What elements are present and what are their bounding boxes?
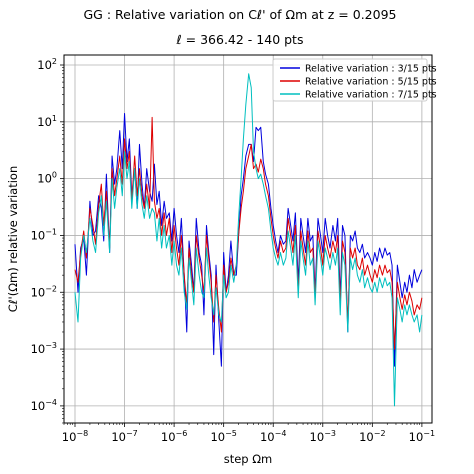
y-tick-label: 10−3 (31, 341, 57, 356)
x-tick-exponent: −7 (126, 429, 138, 438)
legend-label-2: Relative variation : 5/15 pts (305, 77, 437, 88)
y-tick-base: 10 (31, 228, 46, 242)
x-tick-base: 10 (409, 430, 424, 444)
x-tick-base: 10 (161, 430, 176, 444)
y-tick-label: 100 (37, 171, 57, 186)
x-tick-base: 10 (210, 430, 225, 444)
x-tick-label: 10−7 (111, 429, 137, 444)
x-tick-label: 10−5 (210, 429, 236, 444)
x-tick-label: 10−1 (409, 429, 435, 444)
x-tick-label: 10−4 (260, 429, 286, 444)
legend: Relative variation : 3/15 pts Relative va… (272, 58, 437, 102)
y-tick-label: 10−1 (31, 227, 57, 242)
x-tick-exponent: −2 (374, 429, 386, 438)
y-tick-exponent: −3 (45, 341, 57, 350)
y-tick-label: 10−2 (31, 284, 57, 299)
y-tick-base: 10 (37, 172, 52, 186)
x-tick-label: 10−3 (310, 429, 336, 444)
legend-items: Relative variation : 3/15 pts Relative va… (280, 64, 437, 101)
x-tick-exponent: −8 (76, 429, 88, 438)
x-tick-base: 10 (62, 430, 77, 444)
y-tick-label: 101 (37, 114, 57, 129)
y-tick-label: 10−4 (31, 398, 57, 413)
y-tick-base: 10 (31, 285, 46, 299)
y-tick-exponent: 1 (52, 114, 57, 123)
chart-subtitle: ℓ = 366.42 - 140 pts (176, 32, 304, 47)
y-axis-label: Cℓ'(Ωm) relative variation (6, 166, 20, 312)
plot-frame (63, 54, 433, 424)
x-axis-label: step Ωm (224, 452, 273, 466)
legend-box (272, 58, 428, 102)
y-tick-base: 10 (31, 399, 46, 413)
plot-lines (74, 73, 423, 407)
legend-label-1: Relative variation : 3/15 pts (305, 64, 437, 75)
x-tick-exponent: −1 (423, 429, 435, 438)
x-tick-label: 10−2 (359, 429, 385, 444)
x-tick-exponent: −6 (176, 429, 188, 438)
y-tick-label: 102 (37, 57, 57, 72)
x-tick-base: 10 (260, 430, 275, 444)
grid (64, 55, 432, 423)
x-tick-exponent: −3 (324, 429, 336, 438)
series-line-2 (74, 116, 423, 350)
y-tick-base: 10 (31, 342, 46, 356)
chart-title: GG : Relative variation on Cℓ' of Ωm at … (84, 7, 397, 22)
x-axis-ticks: 10−8 10−7 10−6 10−5 10−4 10−3 10−2 10−1 (62, 423, 435, 444)
y-tick-base: 10 (37, 58, 52, 72)
x-tick-base: 10 (310, 430, 325, 444)
x-tick-label: 10−6 (161, 429, 187, 444)
y-tick-exponent: −1 (45, 227, 57, 236)
x-tick-base: 10 (359, 430, 374, 444)
x-tick-exponent: −4 (275, 429, 287, 438)
y-tick-exponent: −4 (45, 398, 57, 407)
x-tick-label: 10−8 (62, 429, 88, 444)
y-tick-base: 10 (37, 115, 52, 129)
series-layer (74, 73, 423, 407)
y-tick-exponent: −2 (45, 284, 57, 293)
x-tick-base: 10 (111, 430, 126, 444)
legend-label-3: Relative variation : 7/15 pts (305, 90, 437, 101)
series-line-3 (74, 73, 423, 407)
y-tick-exponent: 2 (52, 57, 57, 66)
y-tick-exponent: 0 (52, 171, 57, 180)
x-tick-exponent: −5 (225, 429, 237, 438)
